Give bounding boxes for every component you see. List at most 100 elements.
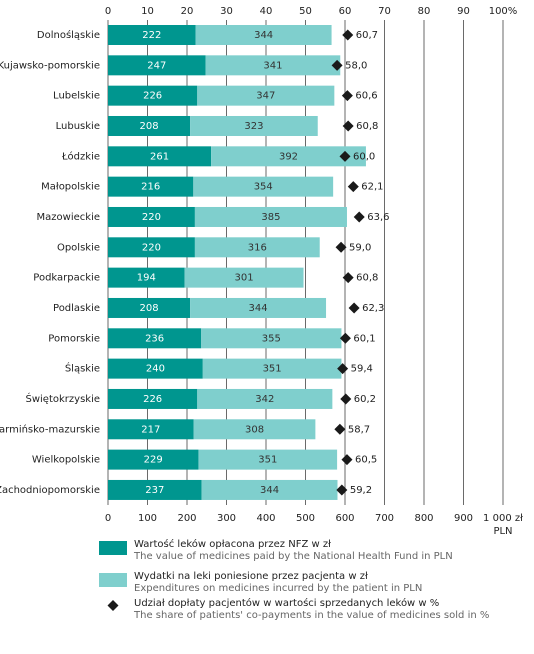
category-label: Świętokrzyskie bbox=[26, 392, 101, 405]
bar-value-label: 220 bbox=[142, 212, 161, 223]
bar-value-label: 226 bbox=[143, 394, 162, 405]
share-marker bbox=[331, 59, 343, 71]
bar-value-label: 392 bbox=[279, 151, 298, 162]
bar-value-label: 217 bbox=[141, 424, 160, 435]
share-label: 60,5 bbox=[355, 455, 377, 466]
bar-segment bbox=[108, 479, 202, 500]
category-label: Mazowieckie bbox=[37, 212, 100, 223]
category-label: Pomorskie bbox=[48, 333, 100, 344]
category-label: Opolskie bbox=[57, 242, 100, 253]
legend-label-en: Expenditures on medicines incurred by th… bbox=[134, 583, 422, 594]
bar-segment bbox=[108, 115, 191, 136]
bar-segment bbox=[201, 328, 342, 349]
bar-value-label: 240 bbox=[146, 364, 165, 375]
share-label: 58,0 bbox=[345, 60, 367, 71]
share-marker bbox=[342, 272, 354, 284]
share-marker bbox=[347, 181, 359, 193]
share-marker bbox=[335, 241, 347, 253]
x2-tick-label: 80 bbox=[418, 6, 431, 17]
category-label: Podkarpackie bbox=[33, 273, 100, 284]
bar-segment bbox=[108, 297, 191, 318]
bar-value-label: 342 bbox=[255, 394, 274, 405]
share-label: 59,2 bbox=[350, 485, 372, 496]
bar-segment bbox=[205, 55, 341, 76]
bar-segment bbox=[108, 358, 203, 379]
bar-value-label: 351 bbox=[258, 455, 277, 466]
x-tick-label: 100 bbox=[138, 513, 157, 524]
share-marker bbox=[341, 454, 353, 466]
category-label: Wielkopolskie bbox=[32, 455, 100, 466]
x2-tick-label: 0 bbox=[105, 6, 111, 17]
bar-segment bbox=[198, 449, 338, 470]
share-marker bbox=[341, 90, 353, 102]
legend-label: Wartość leków opłacona przez NFZ w zł bbox=[134, 538, 331, 550]
legend-label-en: The value of medicines paid by the Natio… bbox=[133, 551, 453, 562]
bar-value-label: 194 bbox=[137, 273, 156, 284]
share-marker bbox=[342, 29, 354, 41]
bar-segment bbox=[108, 237, 195, 258]
bar-value-label: 344 bbox=[260, 485, 279, 496]
bar-segment bbox=[108, 267, 185, 288]
bar-segment bbox=[197, 388, 333, 409]
bar-value-label: 351 bbox=[263, 364, 282, 375]
category-label: Zachodniopomorskie bbox=[0, 485, 100, 496]
bar-segment bbox=[108, 328, 202, 349]
bar-segment bbox=[108, 388, 198, 409]
x-tick-label: 600 bbox=[335, 513, 354, 524]
category-label: Łódzkie bbox=[61, 150, 100, 162]
bar-segment bbox=[108, 25, 196, 45]
bar-value-label: 216 bbox=[141, 182, 160, 193]
share-marker bbox=[339, 332, 351, 344]
bar-segment bbox=[193, 176, 334, 197]
x2-tick-label: 50 bbox=[299, 6, 312, 17]
bar-value-label: 236 bbox=[145, 333, 164, 344]
share-marker bbox=[348, 302, 360, 314]
x2-tick-label: 60 bbox=[339, 6, 352, 17]
bar-segment bbox=[211, 146, 366, 167]
x2-tick-label: 100% bbox=[489, 6, 518, 17]
bar-segment bbox=[201, 479, 338, 500]
bar-value-label: 301 bbox=[235, 273, 254, 284]
category-label: Lubuskie bbox=[56, 121, 100, 132]
legend-label: Udział dopłaty pacjentów w wartości sprz… bbox=[134, 597, 439, 609]
bar-value-label: 222 bbox=[142, 30, 161, 41]
bar-value-label: 344 bbox=[254, 30, 273, 41]
x-tick-label: 300 bbox=[217, 513, 236, 524]
share-label: 60,0 bbox=[353, 151, 375, 162]
share-label: 62,3 bbox=[362, 303, 384, 314]
bar-value-label: 355 bbox=[262, 333, 281, 344]
bar-segment bbox=[108, 176, 194, 197]
bar-value-label: 323 bbox=[244, 121, 263, 132]
share-label: 63,6 bbox=[367, 212, 389, 223]
x2-tick-label: 20 bbox=[181, 6, 194, 17]
x-tick-label: 700 bbox=[375, 513, 394, 524]
bar-segment bbox=[108, 449, 199, 470]
bar-value-label: 316 bbox=[248, 242, 267, 253]
bar-segment bbox=[108, 419, 194, 440]
share-label: 60,6 bbox=[355, 91, 377, 102]
share-label: 59,4 bbox=[351, 364, 373, 375]
category-label: Małopolskie bbox=[41, 182, 100, 193]
bar-value-label: 341 bbox=[263, 60, 282, 71]
share-label: 62,1 bbox=[361, 182, 383, 193]
bar-value-label: 247 bbox=[147, 60, 166, 71]
x2-tick-label: 90 bbox=[457, 6, 470, 17]
share-marker bbox=[340, 393, 352, 405]
x-tick-label: 800 bbox=[414, 513, 433, 524]
x-unit: PLN bbox=[493, 526, 512, 537]
legend-swatch bbox=[99, 573, 127, 587]
share-marker bbox=[342, 120, 354, 132]
bar-segment bbox=[202, 358, 342, 379]
share-marker bbox=[337, 363, 349, 375]
x2-tick-label: 40 bbox=[260, 6, 273, 17]
share-label: 60,8 bbox=[356, 273, 378, 284]
category-label: Podlaskie bbox=[53, 303, 100, 314]
category-label: Lubelskie bbox=[53, 91, 100, 102]
x-tick-label: 0 bbox=[105, 513, 111, 524]
share-label: 60,8 bbox=[356, 121, 378, 132]
legend-swatch bbox=[99, 541, 127, 555]
bar-segment bbox=[190, 115, 318, 136]
bar-value-label: 344 bbox=[249, 303, 268, 314]
bar-segment bbox=[197, 85, 335, 106]
